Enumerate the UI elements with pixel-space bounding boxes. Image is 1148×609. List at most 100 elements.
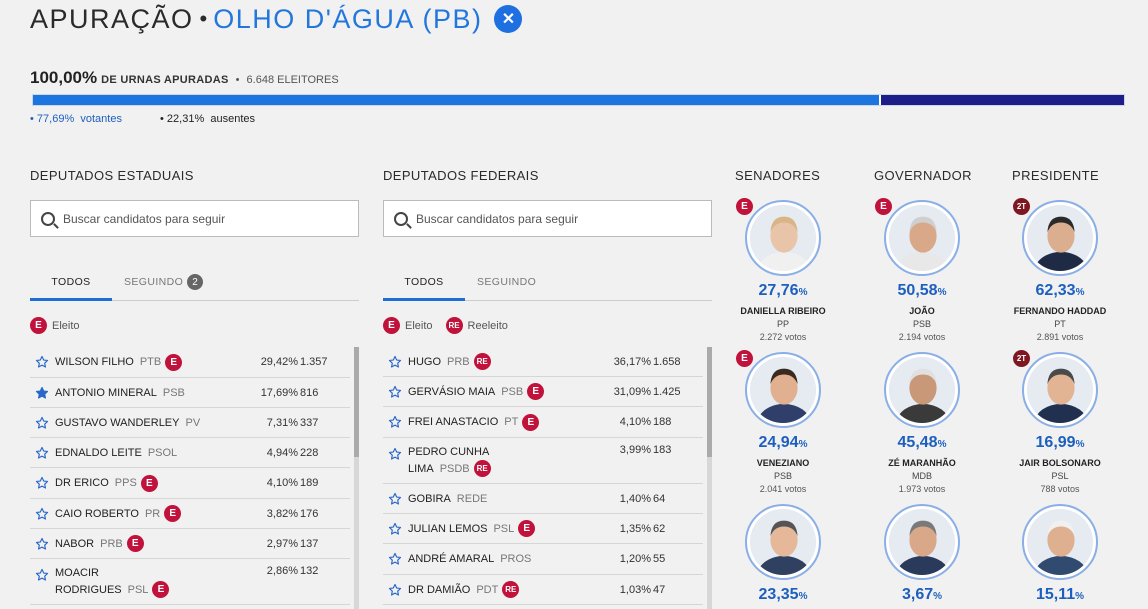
candidate-party: PSB <box>912 319 931 329</box>
estaduais-scroll-thumb[interactable] <box>354 347 359 457</box>
estaduais-search[interactable] <box>30 200 359 237</box>
urns-percent: 100,00% <box>30 68 98 87</box>
portrait-icon <box>889 509 955 575</box>
absent-legend: • 22,31% ausentes <box>160 113 256 125</box>
tab-seguindo[interactable]: SEGUINDO <box>477 276 537 288</box>
candidate-votes: 188 <box>653 416 672 428</box>
star-icon[interactable] <box>35 355 49 369</box>
candidate-name-cont: RODRIGUES <box>55 583 122 596</box>
candidate-party: PSOL <box>147 446 178 459</box>
candidate-list: HUGO PRB RE 36,17% 1.658 GERVÁSIO MAIA PSB E 31,… <box>383 347 703 605</box>
estaduais-title: DEPUTADOS ESTADUAIS <box>30 168 194 183</box>
candidate-votes: 2.041 votos <box>759 484 807 494</box>
senadores-title: SENADORES <box>735 168 821 183</box>
percent-value: 24,94 <box>758 434 799 451</box>
table-row[interactable]: DR ERICO PPS E 4,10% 189 <box>30 468 350 499</box>
star-icon[interactable] <box>388 492 402 506</box>
percent-unit: % <box>798 287 808 298</box>
table-row[interactable]: NABOR PRB E 2,97% 137 <box>30 529 350 559</box>
candidate-party: PSL <box>1051 471 1069 481</box>
percent-unit: % <box>937 287 947 298</box>
tab-seguindo[interactable]: SEGUINDO 2 <box>112 264 215 300</box>
table-row[interactable]: PEDRO CUNHA LIMA PSDB RE 3,99% 183 <box>383 438 703 484</box>
candidate-votes: 189 <box>300 477 319 489</box>
search-icon <box>394 211 408 226</box>
candidate-party: PSL <box>493 522 515 535</box>
estaduais-scrollbar[interactable] <box>354 347 359 609</box>
page-header: APURAÇÃO • OLHO D'ÁGUA (PB) ✕ <box>30 2 523 36</box>
star-icon[interactable] <box>35 416 49 430</box>
candidate-percent: 4,10% <box>266 477 298 489</box>
federais-scroll-thumb[interactable] <box>707 347 712 457</box>
federais-search-input[interactable] <box>416 211 696 226</box>
star-icon[interactable] <box>35 446 49 460</box>
table-row[interactable]: GUSTAVO WANDERLEY PV 7,31% 337 <box>30 408 350 438</box>
count-summary: 100,00% DE URNAS APURADAS • 6.648 ELEITO… <box>30 68 339 88</box>
star-icon[interactable] <box>388 522 402 536</box>
star-icon[interactable] <box>388 415 402 429</box>
star-icon[interactable] <box>35 568 49 582</box>
table-row[interactable]: HUGO PRB RE 36,17% 1.658 <box>383 347 703 377</box>
candidate-name-block: PEDRO CUNHA LIMA PSDB RE <box>408 444 491 477</box>
table-row[interactable]: WILSON FILHO PTB E 29,42% 1.357 <box>30 347 350 378</box>
percent-unit: % <box>937 439 947 450</box>
candidate-percent: 3,99% <box>619 444 651 456</box>
candidate-percent: 45,48% <box>869 434 975 452</box>
candidate-party: PSL <box>127 583 149 596</box>
reelected-badge: RE <box>473 460 491 477</box>
candidate-party: PDT <box>476 583 499 596</box>
second-round-badge: 2T <box>1013 198 1030 215</box>
candidate-percent: 4,10% <box>619 416 651 428</box>
tab-todos[interactable]: TODOS <box>30 264 112 301</box>
table-row[interactable]: MOACIR RODRIGUES PSL E 2,86% 132 <box>30 559 350 605</box>
star-icon[interactable] <box>388 447 402 461</box>
star-icon[interactable] <box>388 552 402 566</box>
candidate-percent: 2,86% <box>266 565 298 577</box>
summary-separator: • <box>235 74 240 86</box>
star-icon[interactable] <box>388 355 402 369</box>
table-row[interactable]: GOBIRA REDE 1,40% 64 <box>383 484 703 514</box>
percent-value: 16,99 <box>1035 434 1076 451</box>
candidate-name: JAIR BOLSONARO <box>1019 458 1101 468</box>
table-row[interactable]: GERVÁSIO MAIA PSB E 31,09% 1.425 <box>383 377 703 407</box>
candidate-party: PTB <box>139 356 162 368</box>
star-icon[interactable] <box>388 583 402 597</box>
star-icon[interactable] <box>388 385 402 399</box>
page-title: APURAÇÃO <box>30 3 194 34</box>
tab-todos[interactable]: TODOS <box>383 264 465 301</box>
federais-scrollbar[interactable] <box>707 347 712 609</box>
table-row[interactable]: ANTONIO MINERAL PSB 17,69% 816 <box>30 378 350 408</box>
candidate-percent: 23,35% <box>730 586 836 604</box>
close-icon[interactable]: ✕ <box>494 5 523 33</box>
governador-column: GOVERNADOR E 50,58% JOÃO PSB 2.194 votos <box>874 168 1004 603</box>
table-row[interactable]: FREI ANASTACIO PT E 4,10% 188 <box>383 407 703 438</box>
elected-badge: E <box>165 353 183 371</box>
table-row[interactable]: ANDRÉ AMARAL PROS 1,20% 55 <box>383 544 703 575</box>
candidate-percent: 3,82% <box>266 507 298 520</box>
candidate-percent: 2,97% <box>266 537 298 550</box>
elected-label: Eleito <box>52 319 80 332</box>
star-icon[interactable] <box>35 507 49 521</box>
federais-list[interactable]: HUGO PRB RE 36,17% 1.658 GERVÁSIO MAIA PSB E 31,… <box>383 347 712 609</box>
estaduais-tabs: TODOS SEGUINDO 2 <box>30 265 359 301</box>
federais-search[interactable] <box>383 200 712 237</box>
table-row[interactable]: JULIAN LEMOS PSL E 1,35% 62 <box>383 514 703 544</box>
candidate-name: DR ERICO <box>55 477 109 489</box>
avatar <box>745 352 821 428</box>
avatar <box>1022 352 1098 428</box>
candidate-party: PPS <box>114 477 137 489</box>
avatar <box>884 352 960 428</box>
candidate-percent: 29,42% <box>260 356 298 368</box>
portrait-icon <box>889 205 955 271</box>
star-filled-icon[interactable] <box>35 386 49 400</box>
star-icon[interactable] <box>35 537 49 551</box>
table-row[interactable]: EDNALDO LEITE PSOL 4,94% 228 <box>30 438 350 468</box>
estaduais-search-input[interactable] <box>63 211 343 226</box>
table-row[interactable]: DR DAMIÃO PDT RE 1,03% 47 <box>383 575 703 605</box>
table-row[interactable]: CAIO ROBERTO PR E 3,82% 176 <box>30 499 350 529</box>
estaduais-list[interactable]: WILSON FILHO PTB E 29,42% 1.357 ANTONIO MINER… <box>30 347 359 609</box>
star-icon[interactable] <box>35 476 49 490</box>
candidate-party: PSB <box>773 471 792 481</box>
elected-badge: E <box>736 198 753 215</box>
voters-legend: • 77,69% votantes <box>30 113 122 125</box>
